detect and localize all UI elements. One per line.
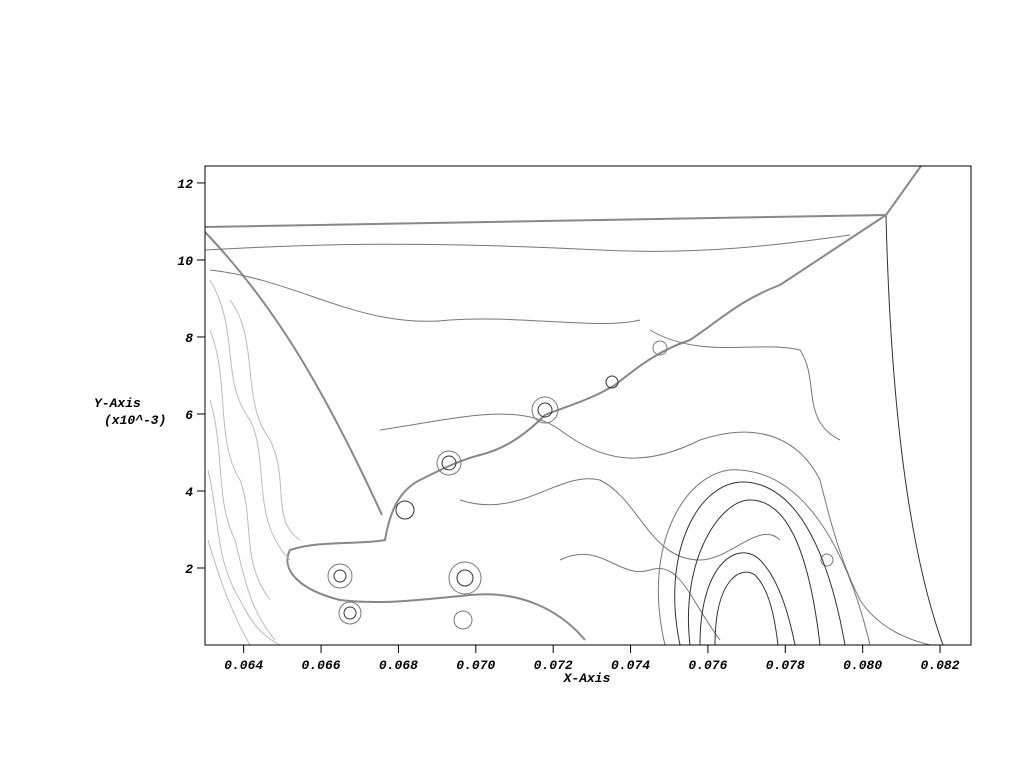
x-tick-label: 0.068	[379, 658, 418, 673]
shock-line	[885, 165, 922, 216]
x-tick-label: 0.078	[766, 658, 805, 673]
contour-line	[674, 481, 846, 646]
y-tick-label: 4	[185, 485, 193, 500]
vortex	[343, 606, 357, 620]
contour-group	[657, 469, 871, 646]
contour-line	[229, 299, 301, 541]
shear-layer	[286, 214, 887, 641]
vortex	[395, 500, 415, 520]
shock-line	[204, 214, 887, 228]
vortex	[338, 601, 362, 625]
x-tick-label: 0.066	[302, 658, 341, 673]
contour-line	[699, 552, 796, 646]
shock-line	[885, 214, 944, 646]
vortex	[441, 455, 457, 471]
contour-line	[209, 399, 276, 641]
x-tick-label: 0.082	[921, 658, 960, 673]
vortex-group	[327, 340, 834, 630]
y-tick-label: 2	[185, 562, 193, 577]
contour-line	[209, 279, 291, 561]
contour-line	[207, 469, 281, 646]
vortex	[605, 375, 619, 389]
x-tick-label: 0.064	[224, 658, 263, 673]
y-tick-label: 6	[185, 408, 193, 423]
vortex	[436, 450, 462, 476]
contour-line	[459, 478, 781, 561]
contour-line	[559, 553, 721, 641]
contour-line	[204, 234, 851, 252]
vortex	[327, 563, 353, 589]
x-tick-label: 0.072	[534, 658, 573, 673]
y-axis-label: Y-Axis	[94, 396, 141, 411]
y-tick-label: 8	[185, 331, 193, 346]
vortex	[531, 396, 559, 424]
contour-line	[209, 269, 641, 324]
vortex	[537, 402, 553, 418]
contour-line	[207, 539, 251, 646]
contour-field	[204, 165, 944, 646]
contour-line	[688, 499, 821, 646]
contour-group	[207, 279, 301, 646]
x-tick-label: 0.080	[843, 658, 882, 673]
contour-line	[379, 413, 931, 646]
x-tick-label: 0.070	[456, 658, 495, 673]
vortex	[333, 569, 347, 583]
plot-frame	[204, 165, 972, 646]
x-tick-label: 0.076	[688, 658, 727, 673]
y-tick-label: 12	[177, 177, 193, 192]
shock-line	[204, 231, 383, 516]
contour-line	[649, 329, 841, 441]
vortex	[456, 569, 474, 587]
contour-line	[714, 571, 779, 646]
vortex	[453, 610, 473, 630]
y-tick-label: 10	[177, 254, 193, 269]
contour-line	[209, 329, 271, 601]
vortex	[448, 561, 482, 595]
contour-line	[657, 469, 871, 646]
x-axis-label: X-Axis	[563, 671, 611, 686]
vortex	[820, 553, 834, 567]
x-tick-label: 0.074	[611, 658, 650, 673]
y-axis-scale-label: (x10^-3)	[104, 413, 166, 428]
vortex	[652, 340, 668, 356]
